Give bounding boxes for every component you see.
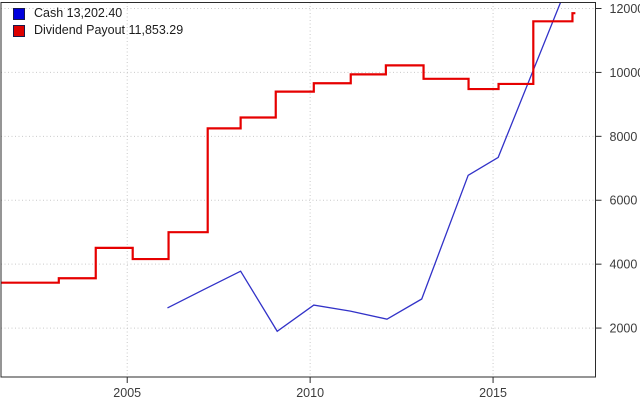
y-tick-label: 8000	[610, 130, 638, 144]
chart-legend: Cash 13,202.40 Dividend Payout 11,853.29	[13, 5, 183, 39]
y-tick-label: 6000	[610, 194, 638, 208]
x-tick-label: 2005	[113, 386, 141, 400]
legend-label-dividend-payout: Dividend Payout 11,853.29	[34, 23, 184, 37]
legend-label-cash: Cash 13,202.40	[34, 6, 123, 20]
y-tick-label: 4000	[610, 258, 638, 272]
cash-line	[167, 2, 562, 333]
y-tick-label: 12000	[610, 2, 640, 16]
x-tick-label: 2015	[479, 386, 507, 400]
dividend-payout-line	[1, 12, 576, 284]
plot-border	[0, 2, 596, 378]
cash-swatch-icon	[13, 7, 25, 20]
legend-item-dividend-payout: Dividend Payout 11,853.29	[13, 22, 183, 39]
x-tick-label: 2010	[296, 386, 324, 400]
y-tick-label: 2000	[610, 322, 638, 336]
dividend-payout-swatch-icon	[13, 24, 25, 37]
legend-item-cash: Cash 13,202.40	[13, 5, 183, 22]
y-tick-label: 10000	[610, 66, 640, 80]
